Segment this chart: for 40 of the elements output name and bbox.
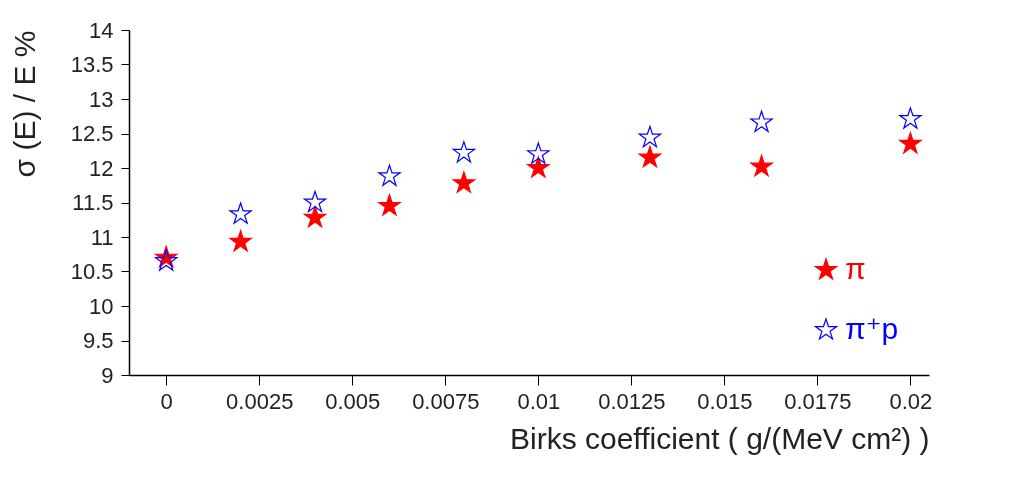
point [452, 141, 476, 163]
y-tick-label: 12.5 [70, 121, 114, 146]
legend-label: π [845, 252, 866, 285]
y-tick-label: 13 [89, 86, 114, 112]
y-tick-label: 9.5 [82, 328, 114, 353]
point [750, 154, 773, 177]
point [378, 194, 401, 216]
point [750, 110, 773, 133]
x-tick-label: 0.015 [697, 388, 753, 414]
point [229, 202, 252, 224]
x-tick-label: 0.01 [517, 388, 561, 414]
x-tick-label: 0.0075 [412, 388, 480, 414]
y-tick-label: 13.5 [70, 52, 114, 77]
x-tick-label: 0.02 [889, 388, 933, 414]
x-tick-label: 0.005 [325, 388, 381, 414]
x-axis-title: Birks coefficient ( g/(MeV cm²) ) [509, 421, 930, 455]
y-tick-label: 11.5 [72, 190, 114, 215]
point [899, 107, 922, 129]
y-tick-label: 9 [101, 362, 114, 388]
x-tick-label: 0.0025 [226, 388, 294, 414]
point [303, 205, 327, 228]
y-tick-label: 10.5 [70, 259, 114, 284]
point [899, 132, 922, 154]
y-axis-title: σ (E) / E % [7, 30, 41, 178]
x-tick-label: 0 [160, 388, 173, 414]
x-tick-label: 0.0175 [784, 388, 852, 414]
y-tick-label: 10 [89, 293, 114, 319]
point [303, 190, 327, 213]
point [527, 142, 550, 164]
legend-label: π⁺p [845, 312, 899, 345]
x-tick-label: 0.0125 [598, 388, 666, 414]
point [229, 230, 252, 252]
point [378, 164, 401, 186]
y-tick-label: 11 [90, 224, 114, 250]
point [452, 171, 476, 193]
y-tick-label: 12 [89, 155, 114, 181]
y-tick-label: 14 [89, 17, 114, 43]
point [527, 156, 550, 178]
point [638, 145, 662, 168]
point [638, 125, 662, 148]
